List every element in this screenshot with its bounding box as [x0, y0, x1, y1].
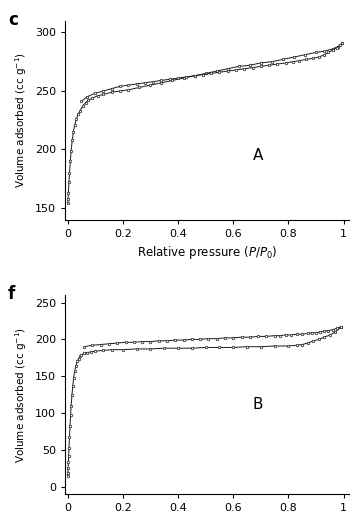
Text: f: f [8, 285, 15, 303]
Y-axis label: Volume adsorbed (cc g$^{-1}$): Volume adsorbed (cc g$^{-1}$) [13, 52, 29, 188]
Text: B: B [253, 397, 264, 412]
Text: c: c [8, 11, 18, 29]
Y-axis label: Volume adsorbed (cc g$^{-1}$): Volume adsorbed (cc g$^{-1}$) [13, 327, 29, 463]
Text: A: A [253, 149, 264, 163]
X-axis label: Relative pressure ($\mathit{P/P_{\rm 0}}$): Relative pressure ($\mathit{P/P_{\rm 0}}… [137, 518, 277, 520]
X-axis label: Relative pressure ($\mathit{P/P_{\rm 0}}$): Relative pressure ($\mathit{P/P_{\rm 0}}… [137, 244, 277, 261]
